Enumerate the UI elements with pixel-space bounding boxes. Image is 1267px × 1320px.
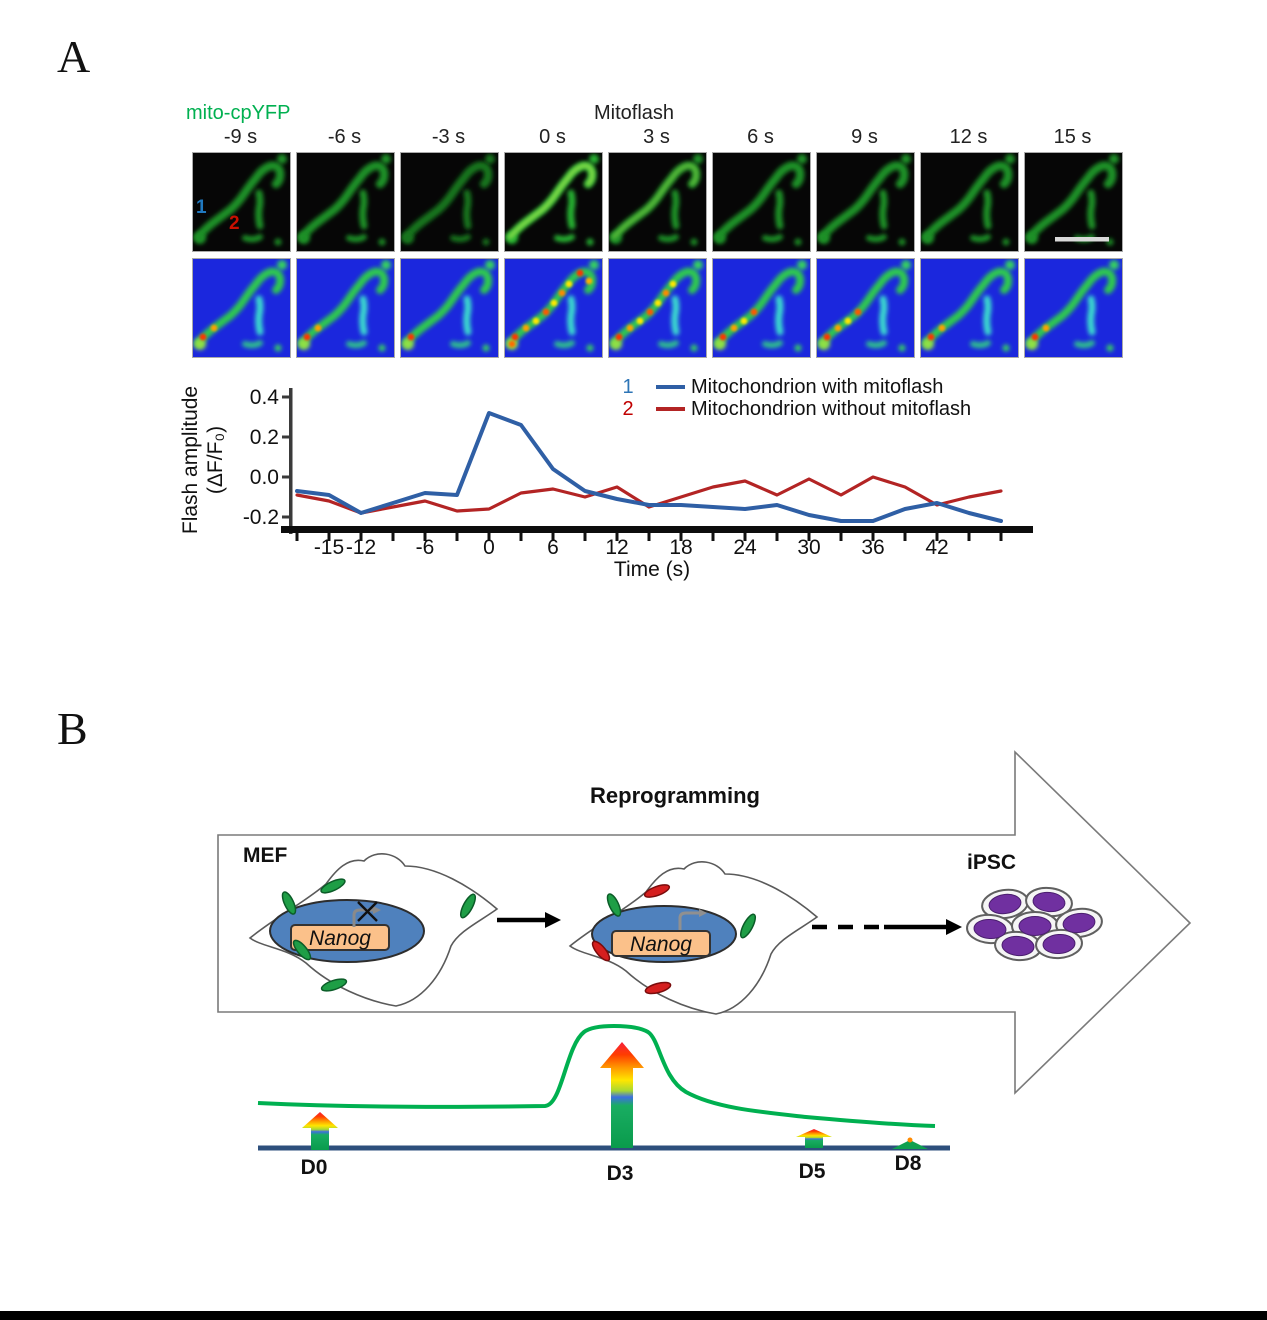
x-tick-label: -12	[346, 536, 376, 559]
probe-label: mito-cpYFP	[186, 102, 291, 124]
microscopy-row-pseudocolor	[0, 258, 1267, 358]
pseudocolor-frame-15s	[1024, 258, 1123, 358]
nanog-gene-box	[290, 924, 390, 951]
panel-a-letter: A	[57, 31, 91, 82]
legend-entry-without-mitoflash: 2 Mitochondrion without mitoflash	[618, 398, 971, 420]
x-tick-label: 42	[925, 536, 948, 559]
legend-entry-with-mitoflash: 1 Mitochondrion with mitoflash	[618, 376, 943, 398]
x-tick-label: 12	[605, 536, 628, 559]
chart-series	[295, 411, 1003, 523]
flux-arrow-d8	[892, 1137, 928, 1149]
mef-cell: Nanog	[249, 853, 498, 1007]
frame-time-label: 6 s	[747, 126, 774, 148]
pseudocolor-frame--3s	[400, 258, 499, 358]
frame-time-label: 12 s	[949, 126, 988, 148]
fluorescence-frame-15s	[1024, 152, 1123, 252]
silenced-promoter-icon	[352, 901, 381, 927]
frame-time-label: 15 s	[1053, 126, 1092, 148]
series-line-1	[295, 411, 1003, 523]
day-label-d5: D5	[799, 1160, 826, 1183]
pseudocolor-frame--9s	[192, 258, 291, 358]
x-tick-label: 36	[861, 536, 884, 559]
legend-label-with-mitoflash: Mitochondrion with mitoflash	[691, 375, 944, 398]
chart-axes: -15 -12 -6 0 6 12 18 24 30 36 42 0.4 0.2 0.0 -0.2	[243, 386, 1033, 559]
frame-time-labels: -9 s -6 s -3 s 0 s 3 s 6 s 9 s 12 s 15 s	[0, 126, 1267, 150]
pseudocolor-frame-12s	[920, 258, 1019, 358]
mef-label: MEF	[243, 844, 288, 867]
mitoflash-label: Mitoflash	[593, 102, 675, 124]
scale-bar	[1055, 237, 1109, 242]
flux-arrow-d5	[796, 1129, 832, 1148]
flux-arrow-d0	[302, 1112, 338, 1150]
nanog-label-1: Nanog	[309, 927, 371, 950]
frame-time-label: 3 s	[643, 126, 670, 148]
nanog-gene-box	[611, 930, 711, 957]
ipsc-label: iPSC	[967, 851, 1016, 874]
day-label-d3: D3	[607, 1162, 634, 1185]
x-tick-label: 30	[797, 536, 820, 559]
day-label-d8: D8	[895, 1152, 922, 1175]
intermediate-cell: Nanog	[569, 861, 818, 1015]
y-axis-title-line1: Flash amplitude	[179, 386, 202, 534]
x-tick-label: -15	[314, 536, 344, 559]
pseudocolor-frame-0s	[504, 258, 603, 358]
transition-arrow	[497, 912, 561, 928]
x-axis-title: Time (s)	[614, 558, 690, 581]
series-line-2	[295, 475, 1003, 515]
x-tick-label: 0	[483, 536, 495, 559]
legend-label-without-mitoflash: Mitochondrion without mitoflash	[691, 397, 972, 420]
legend-line-blue	[656, 385, 685, 389]
mito-1-marker: 1	[196, 197, 207, 218]
green-mitochondria	[281, 878, 477, 992]
y-tick-label: 0.0	[250, 466, 279, 489]
x-tick-label: -6	[416, 536, 435, 559]
dashed-transition-arrow	[812, 919, 962, 935]
frame-time-label: 0 s	[539, 126, 566, 148]
fluorescence-frame-9s	[816, 152, 915, 252]
frame-time-label: -6 s	[327, 126, 362, 148]
pseudocolor-frame--6s	[296, 258, 395, 358]
frame-time-label: 9 s	[851, 126, 878, 148]
pseudocolor-frame-9s	[816, 258, 915, 358]
y-tick-label: 0.2	[250, 426, 279, 449]
mito-2-marker: 2	[229, 213, 240, 234]
expression-curve	[257, 1023, 936, 1128]
panel-b-letter: B	[57, 703, 88, 754]
y-tick-label: -0.2	[243, 506, 279, 529]
mitoflash-amplitude-chart: -15 -12 -6 0 6 12 18 24 30 36 42 0.4 0.2 0.0 -0.2 Flas…	[179, 386, 1033, 581]
fluorescence-frame-12s	[920, 152, 1019, 252]
pseudocolor-frame-6s	[712, 258, 811, 358]
red-mitochondria	[591, 884, 672, 995]
reprogramming-diagram: Reprogramming MEF iPSC Nanog	[217, 750, 1192, 1185]
figure-bottom-rule	[0, 1311, 1267, 1320]
x-tick-label: 6	[547, 536, 559, 559]
fluorescence-frame--3s	[400, 152, 499, 252]
legend-marker-1: 1	[622, 375, 634, 398]
green-mitochondria	[606, 893, 757, 939]
frame-time-label: -3 s	[431, 126, 466, 148]
reprogramming-block-arrow	[217, 750, 1192, 1095]
nanog-label-2: Nanog	[630, 933, 692, 956]
fluorescence-frame--6s	[296, 152, 395, 252]
y-tick-label: 0.4	[250, 386, 280, 409]
reprogramming-title: Reprogramming	[590, 783, 760, 808]
day-label-d0: D0	[301, 1156, 328, 1179]
legend-marker-2: 2	[622, 397, 634, 420]
fluorescence-frame-6s	[712, 152, 811, 252]
frame-time-label: -9 s	[223, 126, 258, 148]
fluorescence-frame-0s	[504, 152, 603, 252]
fluorescence-frame-3s	[608, 152, 707, 252]
y-axis-title-line2: (ΔF/F₀)	[204, 426, 227, 494]
active-promoter-icon	[678, 909, 707, 930]
x-tick-label: 24	[733, 536, 757, 559]
legend-line-red	[656, 407, 685, 411]
x-tick-label: 18	[669, 536, 692, 559]
pseudocolor-frame-3s	[608, 258, 707, 358]
ipsc-colony	[966, 886, 1103, 962]
flux-arrow-d3	[600, 1042, 644, 1148]
